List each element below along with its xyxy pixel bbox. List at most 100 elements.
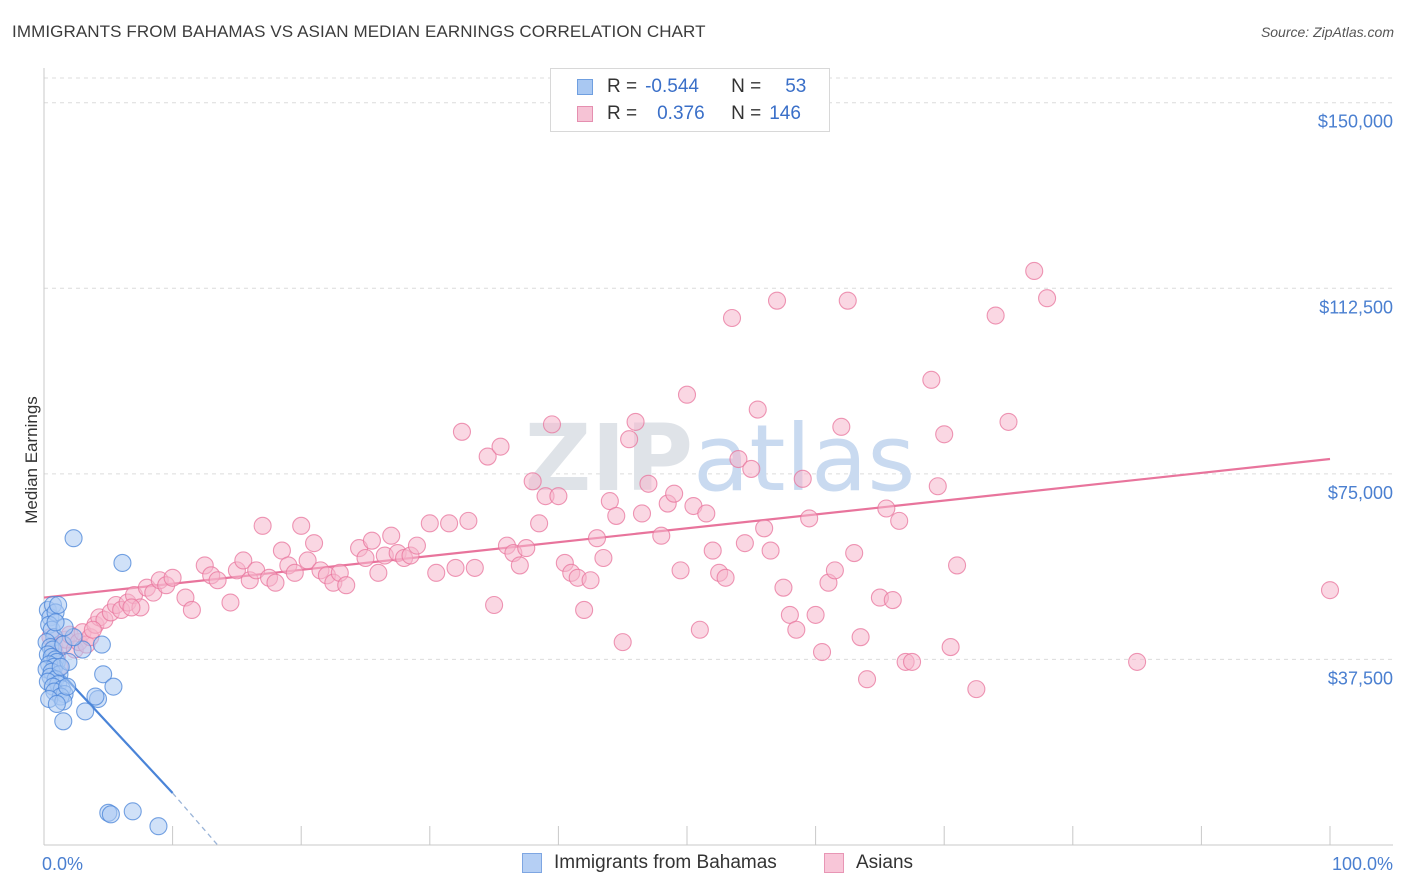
legend-n-label: N = [731, 76, 762, 97]
data-point-pink [748, 400, 767, 419]
data-point-pink [1038, 289, 1057, 308]
data-point-pink [163, 568, 182, 587]
data-point-pink [452, 422, 472, 441]
data-point-pink [742, 459, 761, 478]
data-point-pink [825, 561, 844, 580]
legend-n-label: N = [731, 103, 762, 124]
data-point-pink [575, 600, 594, 620]
legend-r-value: -0.544 [645, 76, 699, 97]
data-point-blue [76, 702, 95, 721]
data-point-pink [407, 536, 426, 555]
data-point-pink [877, 499, 896, 518]
data-point-pink [549, 487, 568, 506]
data-point-pink [832, 417, 851, 436]
data-point-pink [806, 605, 825, 624]
data-point-pink [459, 511, 478, 530]
legend-r-value: 0.376 [657, 103, 705, 124]
data-point-pink [812, 642, 832, 662]
legend-n-value: 53 [785, 76, 807, 97]
data-point-blue [113, 553, 132, 572]
data-point-pink [793, 469, 812, 488]
series-legend-bahamas: Immigrants from Bahamas [522, 852, 777, 874]
series-swatch-pink [824, 853, 844, 873]
data-point-pink [787, 620, 806, 639]
x-tick-label: 0.0% [42, 854, 83, 874]
data-point-pink [902, 652, 922, 671]
data-point-pink [800, 509, 819, 528]
data-point-blue [92, 635, 111, 654]
y-tick-label: $75,000 [1328, 483, 1393, 503]
data-point-pink [587, 529, 607, 548]
y-tick-label: $150,000 [1318, 112, 1393, 132]
data-point-pink [253, 516, 272, 535]
data-point-pink [1320, 581, 1340, 600]
series-swatch-blue [522, 853, 542, 873]
data-point-pink [935, 425, 954, 444]
data-point-pink [652, 526, 671, 545]
x-tick-labels: 0.0% 100.0% [42, 854, 1393, 874]
data-point-pink [722, 308, 742, 328]
data-point-pink [735, 534, 754, 553]
data-point-pink [607, 506, 626, 525]
series-label: Immigrants from Bahamas [554, 852, 777, 873]
data-point-pink [182, 600, 201, 620]
data-point-blue [54, 712, 73, 731]
data-point-pink [292, 516, 311, 535]
data-point-blue [47, 694, 66, 714]
data-point-pink [851, 628, 870, 647]
data-point-pink [716, 568, 735, 587]
data-point-pink [542, 415, 562, 434]
y-tick-label: $37,500 [1328, 668, 1393, 688]
data-point-blue [49, 595, 68, 615]
data-point-pink [305, 534, 324, 553]
data-point-pink [221, 593, 240, 612]
legend-r-label: R = [607, 76, 638, 97]
data-point-pink [83, 620, 102, 639]
data-point-pink [362, 531, 381, 550]
data-point-pink [677, 385, 697, 404]
data-point-pink [285, 563, 304, 582]
data-point-blue [64, 529, 83, 548]
watermark-atlas: atlas [693, 405, 915, 512]
data-point-pink [1128, 652, 1147, 671]
data-point-pink [690, 620, 709, 639]
data-point-pink [266, 573, 285, 592]
series-legend: Immigrants from Bahamas Asians [0, 852, 1406, 878]
data-point-blue [46, 613, 65, 632]
data-point-pink [999, 412, 1018, 431]
data-point-pink [420, 514, 439, 533]
data-point-pink [857, 670, 877, 689]
data-point-pink [369, 563, 388, 582]
legend-row-bahamas: R = -0.544 N = 53 [577, 76, 806, 98]
data-point-blue [73, 640, 92, 659]
data-point-pink [465, 558, 484, 577]
data-point-pink [665, 484, 684, 503]
data-point-blue [123, 802, 142, 821]
data-point-pink [208, 571, 227, 590]
series-legend-asians: Asians [824, 852, 913, 874]
data-point-blue [58, 677, 77, 696]
data-point-pink [761, 541, 780, 560]
data-point-pink [523, 472, 542, 491]
data-point-pink [671, 561, 690, 580]
legend-swatch-pink [577, 106, 593, 122]
data-point-pink [517, 539, 536, 558]
data-point-pink [478, 447, 497, 466]
data-point-pink [697, 504, 716, 523]
series-label: Asians [856, 852, 914, 873]
data-point-blue [149, 817, 168, 836]
data-point-pink [986, 306, 1005, 325]
trend-extension-blue [172, 792, 219, 846]
y-tick-labels: $37,500 $75,000 $112,500 $150,000 [1318, 112, 1393, 689]
data-point-pink [774, 578, 793, 597]
data-point-pink [845, 543, 864, 563]
data-point-blue [94, 665, 113, 684]
data-point-pink [234, 551, 253, 570]
data-point-pink [890, 511, 909, 530]
data-point-pink [446, 558, 465, 577]
y-tick-label: $112,500 [1319, 297, 1393, 317]
data-point-pink [626, 412, 645, 431]
data-point-pink [767, 291, 787, 310]
legend-r-label: R = [607, 103, 638, 124]
